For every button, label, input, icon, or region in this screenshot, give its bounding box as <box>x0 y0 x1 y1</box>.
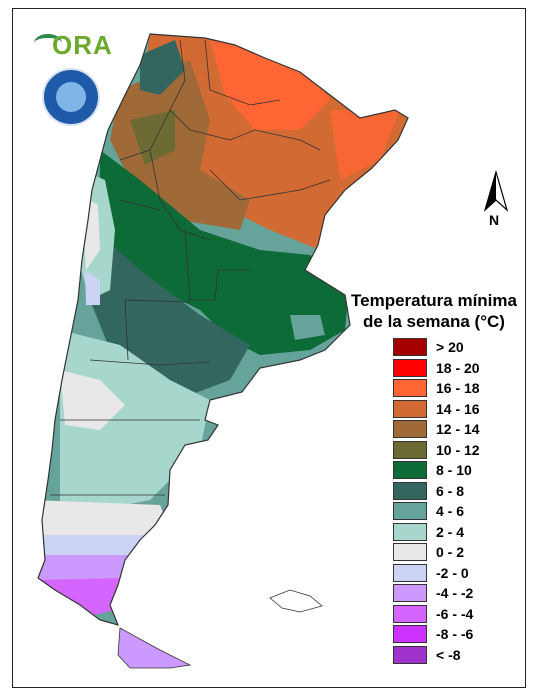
legend-title-line2: de la semana (°C) <box>363 312 505 331</box>
seal-center <box>56 82 86 112</box>
ora-logo-arc <box>34 34 62 52</box>
legend-title-line1: Temperatura mínima <box>351 291 517 310</box>
legend-swatch <box>393 625 427 643</box>
north-arrow: N <box>479 169 513 232</box>
legend-swatch <box>393 522 427 541</box>
legend-swatch <box>393 481 427 500</box>
legend-swatch <box>393 399 427 418</box>
legend-label: 16 - 18 <box>436 380 480 396</box>
legend-label: < -8 <box>436 646 461 663</box>
legend-label: 12 - 14 <box>436 421 480 437</box>
north-label: N <box>489 212 500 228</box>
legend-label: 2 - 4 <box>436 523 465 540</box>
legend-label: 6 - 8 <box>436 482 465 499</box>
legend-label: -2 - 0 <box>436 564 469 581</box>
legend-swatch <box>393 543 427 561</box>
legend-label: 14 - 16 <box>436 400 480 417</box>
legend-swatch <box>393 358 427 377</box>
legend-title: Temperatura mínima de la semana (°C) <box>336 290 532 332</box>
legend-label: -4 - -2 <box>436 585 474 601</box>
legend-swatch <box>393 563 427 582</box>
legend-swatch <box>393 584 427 602</box>
legend-label: -6 - -4 <box>436 605 474 622</box>
smn-seal <box>42 68 100 126</box>
legend-swatch <box>393 420 427 438</box>
legend-label: -8 - -6 <box>436 626 474 642</box>
legend-swatch <box>393 379 427 397</box>
legend-label: 8 - 10 <box>436 462 472 478</box>
ora-logo: ORA <box>34 30 112 60</box>
legend-label: 18 - 20 <box>436 359 480 376</box>
legend-label: 10 - 12 <box>436 441 480 458</box>
north-arrow-icon <box>483 169 509 212</box>
legend-swatch <box>393 461 427 479</box>
legend-swatch <box>393 645 427 664</box>
legend-swatch <box>393 440 427 459</box>
legend-label: 0 - 2 <box>436 544 465 560</box>
legend-label: 4 - 6 <box>436 503 465 519</box>
legend-label: > 20 <box>436 339 464 355</box>
legend-swatch <box>393 604 427 623</box>
legend-swatch <box>393 338 427 356</box>
legend-swatch <box>393 502 427 520</box>
ora-logo-text: ORA <box>52 30 113 60</box>
